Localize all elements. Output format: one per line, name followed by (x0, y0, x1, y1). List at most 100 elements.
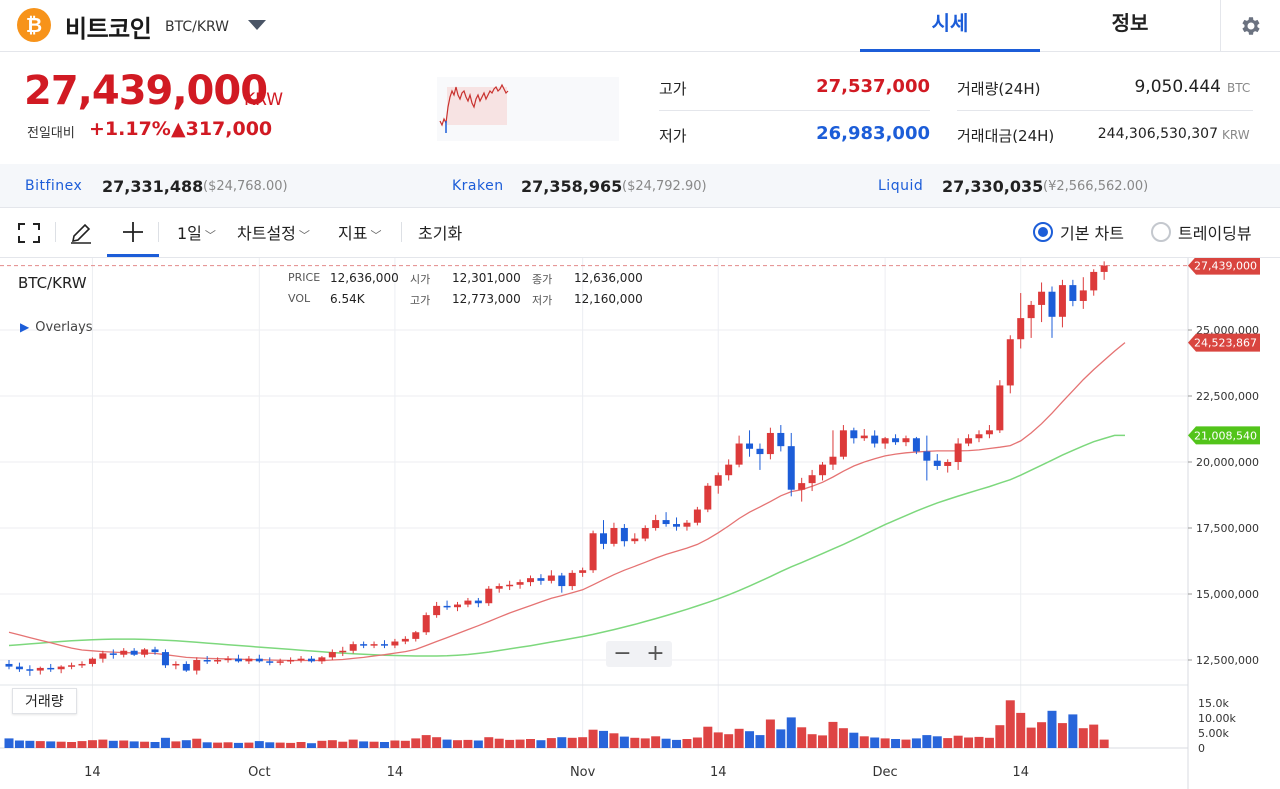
candle-body (433, 605, 441, 616)
candle-body (725, 464, 733, 476)
volume-bar (421, 735, 431, 748)
candle-body (1079, 290, 1087, 301)
pair-label[interactable]: BTC/KRW (165, 19, 230, 35)
volume-bar (265, 742, 275, 748)
legend-high-label: 고가 (410, 294, 431, 307)
candle-body (902, 438, 910, 443)
change-label: 전일대비 (27, 126, 75, 141)
crosshair-icon[interactable] (122, 221, 144, 243)
candle-body (485, 588, 493, 604)
volume-bar (494, 738, 504, 748)
volume-bar (776, 729, 786, 748)
current-price: 27,439,000 (24, 68, 268, 114)
volume-tick-label: 5.00k (1198, 727, 1229, 740)
ohlc-legend: PRICE 12,636,000 시가 12,301,000 종가 12,636,00… (288, 271, 654, 313)
volume-bar (567, 737, 577, 748)
volume-bar (901, 739, 911, 748)
candle-body (516, 582, 524, 585)
candle-body (871, 435, 879, 444)
volume-bar (348, 739, 358, 748)
basic-chart-label[interactable]: 기본 차트 (1060, 224, 1124, 243)
indicators-menu[interactable]: 지표 ﹀ (338, 220, 381, 244)
ma-short-line (8, 342, 1126, 662)
interval-select[interactable]: 1일 ﹀ (177, 220, 216, 244)
candle-body (819, 464, 827, 476)
volume-bar (317, 740, 327, 748)
candle-body (985, 430, 993, 435)
exchange-name-kraken[interactable]: Kraken (452, 178, 504, 194)
radio-tradingview[interactable] (1151, 222, 1171, 242)
volume-bar (964, 737, 974, 748)
candle-body (474, 600, 482, 604)
gear-icon (1241, 17, 1260, 35)
volume-bar (140, 741, 150, 748)
candle-body (1038, 291, 1046, 305)
candle-body (1017, 318, 1025, 340)
tab-info[interactable]: 정보 (1111, 11, 1149, 35)
candle-body (151, 649, 159, 653)
volume-24h-value: 9,050.444 (1134, 77, 1221, 97)
exchange-name-bitfinex[interactable]: Bitfinex (25, 178, 83, 194)
reset-button[interactable]: 초기화 (418, 224, 463, 243)
exchange-price-kraken: 27,358,965 (521, 177, 623, 196)
volume-bar (932, 736, 942, 748)
candle-body (443, 605, 451, 608)
candle-body (756, 448, 764, 455)
caret-down-icon[interactable] (248, 20, 266, 30)
y-tick-label: 20,000,000 (1196, 456, 1259, 469)
radio-basic-chart[interactable] (1033, 222, 1053, 242)
settings-button[interactable] (1220, 0, 1280, 52)
candle-body (36, 667, 44, 671)
candlestick-series (5, 261, 1108, 676)
chart-toolbar (0, 208, 1280, 258)
exchange-name-liquid[interactable]: Liquid (878, 178, 924, 194)
volume-bar (588, 729, 598, 748)
candle-body (579, 570, 587, 573)
volume-bar (338, 741, 348, 748)
y-tick-label: 17,500,000 (1196, 522, 1259, 535)
zoom-in-button[interactable]: + (646, 641, 665, 666)
volume-bar (1026, 727, 1036, 748)
candle-body (1027, 304, 1035, 319)
volume-bar (849, 732, 859, 748)
candle-body (704, 485, 712, 510)
overlays-label: Overlays (35, 320, 93, 335)
volume-bar (484, 737, 494, 748)
volume-bar (828, 721, 838, 748)
ma-long-line (8, 434, 1125, 657)
candle-body (568, 572, 576, 587)
candle-body (735, 443, 743, 465)
chart-settings-menu[interactable]: 차트설정 ﹀ (237, 220, 310, 244)
candle-body (380, 644, 388, 646)
volume-bar (609, 733, 619, 748)
coin-name: 비트코인 (65, 15, 152, 43)
candle-body (912, 438, 920, 452)
volume-bar (995, 725, 1005, 748)
tab-price[interactable]: 시세 (860, 0, 1040, 52)
candle-body (412, 632, 420, 639)
volume-tick-label: 15.0k (1198, 697, 1229, 710)
price-tag-label: 27,439,000 (1194, 260, 1257, 273)
volume-bar (452, 740, 462, 748)
active-tool-indicator (107, 254, 159, 257)
volume-bar (202, 742, 212, 748)
overlays-toggle[interactable]: ▶ Overlays (20, 320, 93, 335)
volume-bar (233, 742, 243, 748)
candle-body (360, 644, 368, 646)
volume-bar (1068, 714, 1078, 748)
candle-body (266, 661, 274, 663)
candle-body (391, 641, 399, 646)
volume-bar (46, 741, 56, 748)
volume-bar (505, 739, 515, 748)
tradingview-label[interactable]: 트레이딩뷰 (1178, 224, 1252, 243)
pencil-icon[interactable] (69, 221, 93, 245)
volume-bar (379, 742, 389, 748)
amount-24h-value: 244,306,530,307 (1097, 126, 1218, 142)
x-tick-label: 14 (710, 765, 727, 780)
chevron-down-icon: ﹀ (204, 229, 216, 242)
zoom-out-button[interactable]: − (613, 641, 632, 666)
x-tick-label: 14 (1012, 765, 1029, 780)
fullscreen-icon[interactable] (18, 223, 40, 243)
volume-bar (640, 738, 650, 748)
price-chart[interactable]: 25,000,00022,500,00020,000,00017,500,000… (0, 258, 1280, 789)
